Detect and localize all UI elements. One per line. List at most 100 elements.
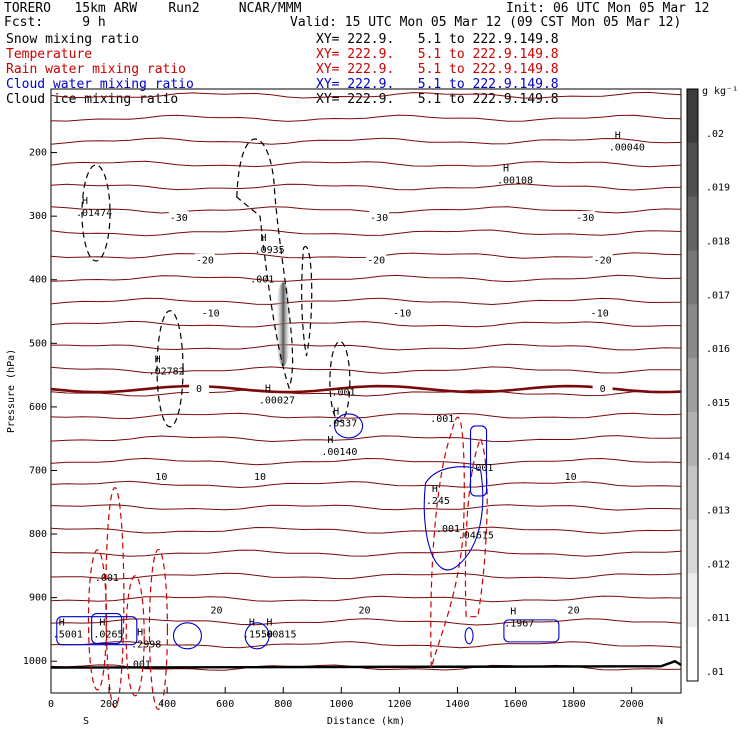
extremum-value-label: .00040 [609, 142, 645, 153]
x-tick-label: 200 [100, 699, 118, 710]
x-tick-label: 600 [216, 699, 234, 710]
x-tick-label: 0 [48, 699, 54, 710]
isotherm-label: -10 [393, 308, 411, 319]
isotherm-label-bg [354, 603, 375, 616]
y-tick-label: 500 [29, 338, 47, 349]
extremum-marker: H [82, 196, 88, 207]
x-tick-label: 1400 [445, 699, 469, 710]
x-tick-label: 1000 [329, 699, 353, 710]
colorbar-swatch [687, 411, 698, 467]
valid-time: Valid: 15 UTC Mon 05 Mar 12 (09 CST Mon … [290, 15, 682, 30]
isotherm-line [50, 114, 682, 122]
colorbar-tick-label: .014 [706, 452, 730, 463]
extremum-marker: H [327, 435, 333, 446]
extremum-marker: H [99, 618, 105, 629]
extremum-value-label: .001 [95, 573, 119, 584]
field-label-rain: Rain water mixing ratio [6, 62, 187, 77]
cloud-water-contour [469, 425, 488, 497]
forecast-hour: Fcst: 9 h [4, 15, 106, 30]
isotherm-line [50, 91, 682, 99]
x-tick-label: 1600 [503, 699, 527, 710]
north-end-label: N [657, 716, 663, 727]
y-tick-label: 200 [29, 148, 47, 159]
isotherm-label: 0 [600, 384, 606, 395]
colorbar-swatch [687, 573, 698, 628]
colorbar-frame [686, 88, 699, 682]
colorbar-swatch [687, 89, 698, 144]
colorbar-tick-label: .019 [706, 183, 730, 194]
extremum-marker: H [137, 628, 143, 639]
colorbar-tick-label: .011 [706, 613, 730, 624]
extremum-marker: H [59, 618, 65, 629]
isotherm-label-bg [592, 253, 613, 266]
extremum-value-label: .01474 [76, 208, 112, 219]
cloud-water-contour [423, 466, 484, 571]
extremum-value-label: .245 [426, 496, 450, 507]
cloud-water-contour [172, 622, 203, 650]
isotherm-label: 10 [254, 472, 266, 483]
isotherm-line [50, 297, 682, 306]
isotherm-line [50, 572, 682, 580]
colorbar-tick-label: .012 [706, 559, 730, 570]
isotherm-label: -10 [202, 308, 220, 319]
isotherm-line [50, 274, 682, 283]
extremum-value-label: .00108 [497, 176, 533, 187]
extremum-value-label: .1967 [504, 619, 534, 630]
terrain-line [50, 659, 682, 669]
colorbar-swatch [687, 142, 698, 198]
isotherm-label-bg [575, 211, 596, 224]
isotherm-line [50, 137, 682, 145]
y-tick-label: 600 [29, 402, 47, 413]
extremum-value-label: .001 [469, 463, 493, 474]
colorbar-tick-label: .01 [706, 667, 724, 678]
x-tick-label: 2000 [620, 699, 644, 710]
isotherm-line [50, 504, 682, 511]
rain-contour [105, 487, 125, 709]
colorbar-swatch [687, 304, 698, 359]
colorbar-tick-label: .018 [706, 236, 730, 247]
isotherm-line [50, 435, 682, 443]
y-tick-label: 900 [29, 593, 47, 604]
rain-contour [464, 437, 488, 618]
extremum-value-label: .00815 [260, 630, 296, 641]
isotherm-line [50, 595, 682, 603]
isotherm-label-bg [250, 469, 271, 482]
isotherm-line [50, 412, 682, 420]
isotherm-label: 20 [359, 605, 371, 616]
isotherm-label-bg [200, 306, 221, 319]
isotherm-label: -10 [591, 308, 609, 319]
extremum-marker: H [249, 618, 255, 629]
rain-contour [148, 548, 169, 711]
isotherm-label-bg [369, 211, 390, 224]
x-tick-label: 400 [158, 699, 176, 710]
y-tick-label: 300 [29, 211, 47, 222]
isotherm-line [50, 618, 682, 626]
cloud-water-contour [56, 616, 138, 646]
cloud-ice-contour [236, 138, 294, 390]
colorbar-swatch [687, 627, 698, 682]
cloud-water-contour [244, 622, 270, 650]
colorbar-tick-label: .013 [706, 506, 730, 517]
isotherm-label: 10 [565, 472, 577, 483]
snow-shading [275, 282, 292, 367]
extremum-value-label: .00140 [321, 447, 357, 458]
y-tick-label: 800 [29, 529, 47, 540]
field-label-temperature: Temperature [6, 47, 93, 62]
rain-contour [125, 575, 145, 697]
isotherm-line [50, 366, 682, 374]
isotherm-line [50, 252, 682, 259]
cloud-water-contour [464, 627, 474, 645]
isotherm-line [50, 229, 682, 237]
extremum-value-label: .001 [436, 524, 460, 535]
isotherm-line [51, 343, 682, 351]
cloud-ice-contour [156, 310, 184, 428]
colorbar-swatch [687, 358, 698, 413]
extremum-value-label: .02782 [149, 366, 185, 377]
init-time: Init: 06 UTC Mon 05 Mar 12 [506, 1, 710, 16]
isotherm-line [50, 389, 682, 397]
isotherm-label-bg [560, 469, 581, 482]
colorbar-tick-label: .015 [706, 398, 730, 409]
isotherm-label-bg [206, 603, 227, 616]
cloud-water-contour [503, 619, 560, 643]
